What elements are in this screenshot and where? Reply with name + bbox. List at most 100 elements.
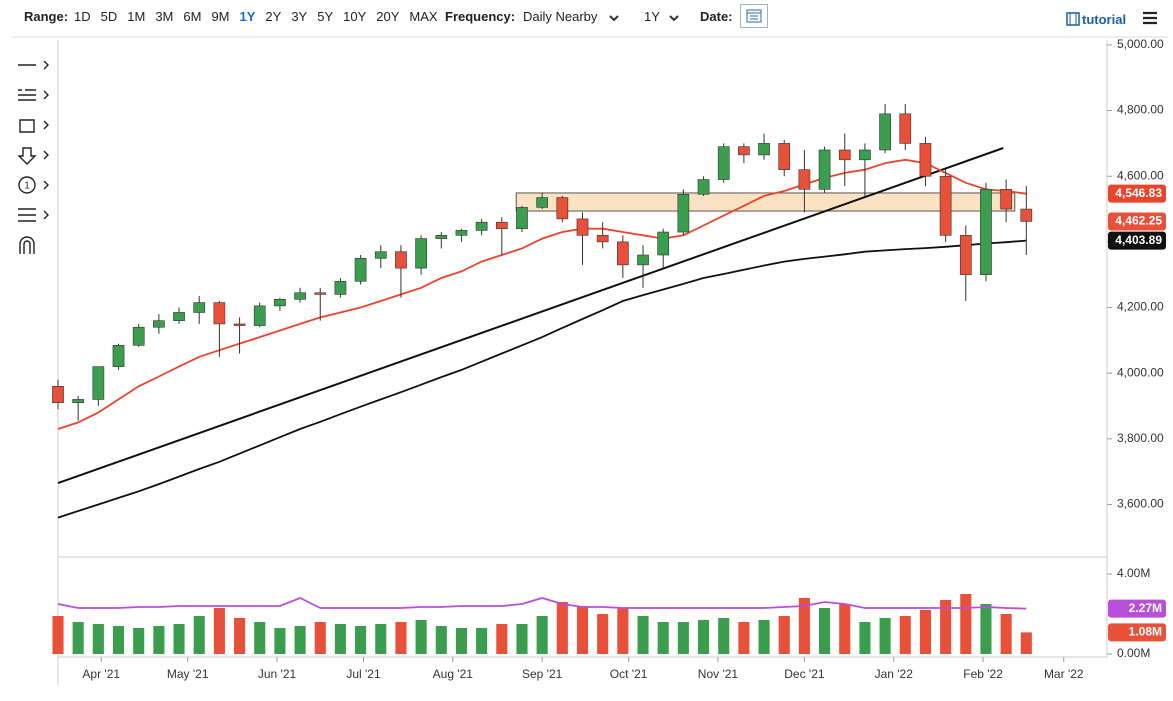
tool-fib[interactable] — [18, 89, 49, 101]
range-buttons: 1D 5D 1M 3M 6M 9M 1Y 2Y 3Y 5Y 10Y 20Y MAX — [74, 9, 448, 24]
candle-body — [495, 221, 508, 230]
candle-body — [939, 175, 952, 236]
y-tick-label: 5,000.00 — [1117, 37, 1164, 51]
chevron — [609, 15, 619, 22]
volume-bar — [597, 614, 609, 654]
svg-text:1: 1 — [24, 181, 30, 192]
range-button[interactable]: 6M — [183, 9, 202, 24]
tool-arrow[interactable] — [17, 147, 49, 165]
range-button[interactable]: 1D — [74, 9, 91, 24]
candle-body — [556, 197, 569, 220]
chevron — [669, 15, 679, 22]
volume-bar — [819, 608, 831, 654]
volume-bar — [1020, 632, 1032, 654]
range-button[interactable]: 5D — [100, 9, 118, 24]
candle-body — [818, 149, 831, 190]
volume-bar — [193, 616, 205, 654]
x-tick-label: Jan '22 — [875, 667, 914, 681]
volume-bar — [798, 598, 810, 654]
candle-body — [919, 143, 932, 177]
candle-body — [758, 143, 770, 156]
volume-bar — [899, 616, 911, 654]
tool-magnet[interactable] — [19, 236, 35, 254]
period-select[interactable]: 1Y — [644, 9, 660, 24]
candle-body — [899, 113, 912, 144]
volume-bar — [52, 616, 64, 654]
volume-bar — [919, 610, 931, 654]
candle-body — [435, 235, 448, 239]
volume-bar — [697, 620, 710, 654]
range-button[interactable]: MAX — [409, 9, 438, 24]
volume-bar — [314, 622, 326, 654]
menu-icon[interactable] — [1142, 11, 1158, 25]
candle-body — [657, 231, 670, 256]
tutorial-icon — [1066, 12, 1080, 26]
candle-body — [233, 323, 246, 326]
candle-body — [576, 218, 589, 236]
volume-bar — [254, 622, 266, 654]
y-tick-label: 0.00M — [1117, 646, 1150, 660]
range-button[interactable]: 5Y — [317, 9, 334, 24]
y-tick-label: 4,800.00 — [1117, 103, 1164, 117]
volume-bar — [536, 616, 548, 654]
candle-body — [1000, 189, 1012, 210]
frequency-select[interactable]: Daily Nearby — [523, 9, 598, 24]
candle-body — [314, 292, 327, 295]
volume-bar — [294, 626, 306, 654]
x-tick-label: Sep '21 — [522, 667, 563, 681]
range-button[interactable]: 2Y — [265, 9, 282, 24]
volume-bar — [395, 622, 407, 654]
candle-body — [980, 189, 992, 276]
tool-measure[interactable] — [18, 208, 49, 222]
volume-bar — [435, 626, 447, 654]
volume-bar — [455, 628, 468, 654]
volume-bar — [677, 622, 689, 654]
candle-body — [112, 344, 125, 367]
x-tick-label: Mar '22 — [1044, 667, 1084, 681]
candle-body — [92, 366, 105, 400]
volume-bar — [334, 624, 346, 654]
resistance-zone — [515, 192, 1016, 212]
range-button[interactable]: 3M — [155, 9, 174, 24]
candle-body — [173, 312, 185, 321]
volume-bar — [778, 616, 790, 654]
tool-note[interactable] — [18, 176, 36, 194]
range-button[interactable]: 1Y — [239, 9, 256, 24]
last-value-label: 4,462.25 — [1115, 214, 1162, 228]
candle-body — [879, 113, 891, 151]
tool-line[interactable] — [18, 60, 49, 70]
candle-body — [637, 254, 649, 266]
date-picker[interactable] — [740, 4, 768, 28]
volume-bar — [355, 626, 367, 654]
last-value-box — [1108, 184, 1166, 203]
range-button[interactable]: 20Y — [376, 9, 400, 24]
candle-body — [596, 235, 609, 243]
volume-bar — [415, 620, 427, 654]
range-button[interactable]: 3Y — [291, 9, 308, 24]
last-value-box — [1108, 231, 1166, 250]
tool-rect[interactable] — [19, 119, 49, 133]
last-value-label: 1.08M — [1129, 625, 1162, 639]
tutorial-link[interactable]: tutorial — [1082, 12, 1127, 27]
toolbar: Range: 1D 5D 1M 3M 6M 9M 1Y 2Y 3Y 5Y 10Y 20Y MAX Fre… — [0, 0, 1173, 34]
volume-bar — [476, 628, 488, 654]
volume-bar — [879, 618, 891, 654]
range-button[interactable]: 9M — [211, 9, 230, 24]
y-tick-label: 4.00M — [1117, 566, 1150, 580]
volume-bar — [556, 602, 568, 654]
volume-bar — [940, 600, 952, 654]
candle-body — [516, 207, 528, 230]
range-button[interactable]: 10Y — [343, 9, 367, 24]
candle-body — [616, 241, 629, 266]
candle-body — [677, 193, 690, 233]
volume-bar — [496, 624, 508, 654]
last-value-label: 4,546.83 — [1115, 186, 1162, 200]
range-button[interactable]: 1M — [127, 9, 146, 24]
candle-body — [798, 169, 811, 190]
x-tick-label: Nov '21 — [698, 667, 739, 681]
candle-body — [153, 320, 165, 328]
trendline — [57, 147, 1004, 485]
volume-bar — [72, 622, 84, 654]
